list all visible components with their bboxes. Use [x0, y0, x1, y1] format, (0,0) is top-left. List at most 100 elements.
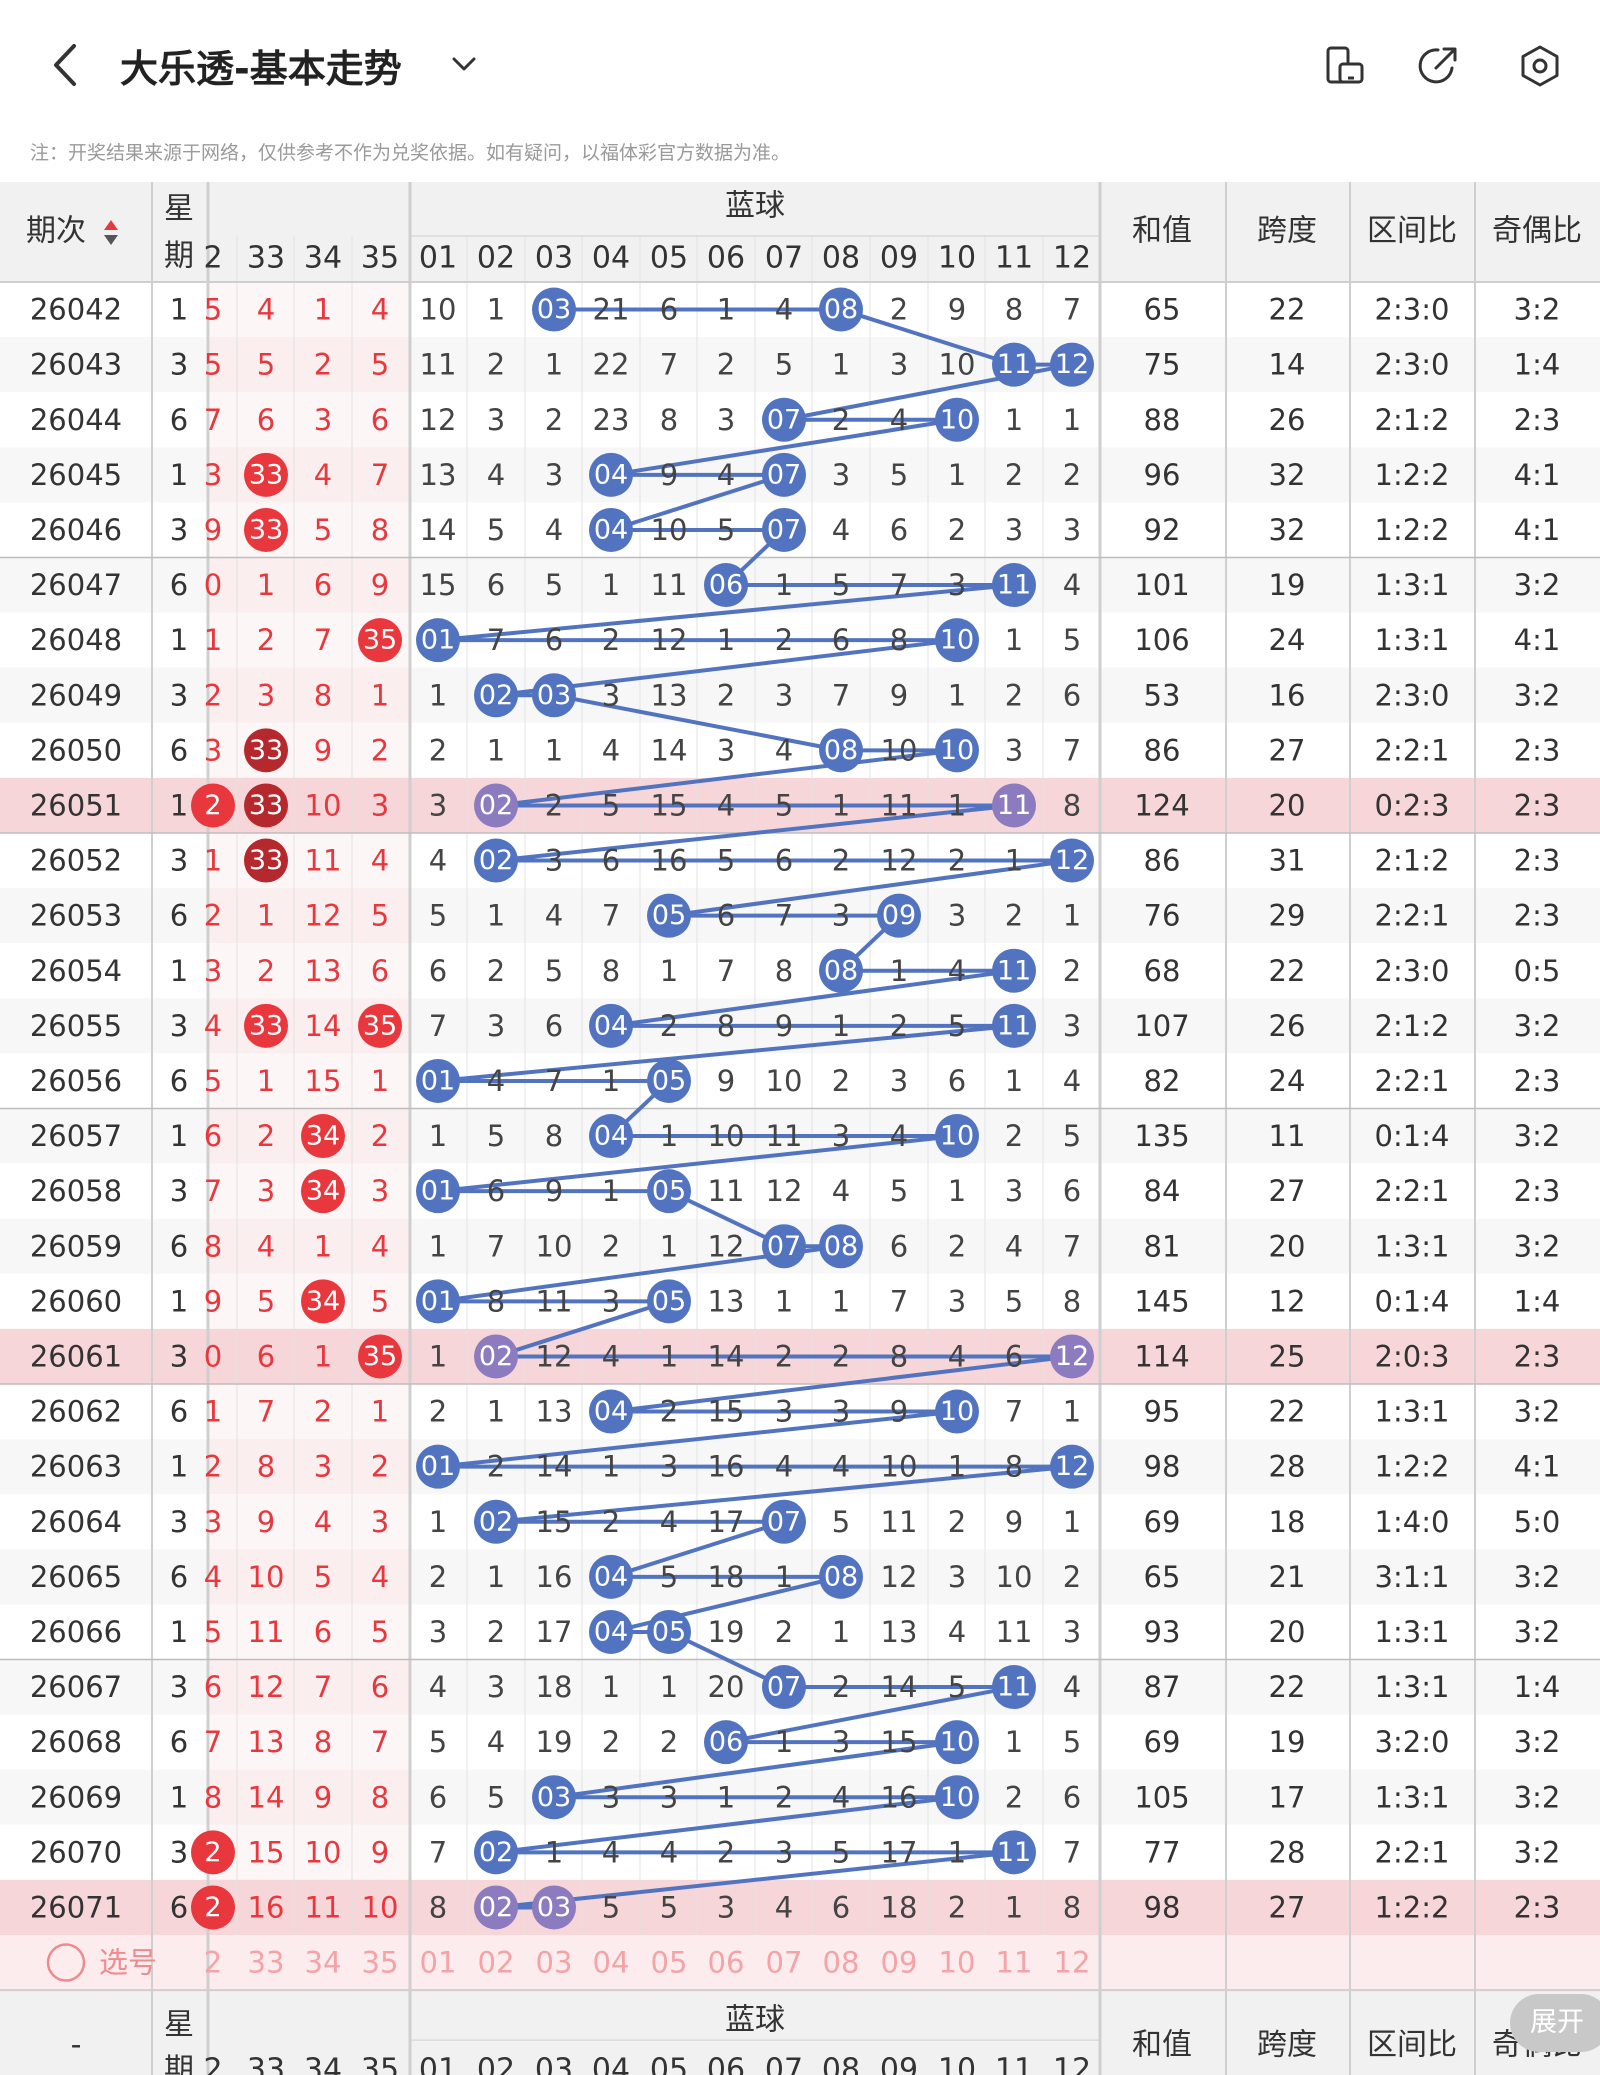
front-ball-number: 35	[363, 625, 397, 656]
period-cell: 26054	[30, 954, 122, 988]
front-zone-cell	[210, 1218, 410, 1274]
blue-miss-value: 11	[996, 1615, 1033, 1649]
weekday-cell: 1	[170, 1119, 188, 1153]
blue-ball	[474, 1830, 518, 1875]
stat-cell: 0:5	[1514, 954, 1561, 988]
blue-miss-value: 6	[1063, 1174, 1081, 1208]
front-miss-value: 9	[314, 733, 332, 767]
front-miss-value: 6	[257, 403, 275, 437]
front-miss-value: 9	[314, 1780, 332, 1814]
front-miss-value: 5	[204, 348, 222, 382]
blue-miss-value: 7	[429, 1835, 447, 1869]
stat-cell: 22	[1269, 1670, 1306, 1704]
blue-miss-value: 9	[1005, 1505, 1023, 1539]
select-blue-number: 09	[881, 1946, 918, 1980]
period-cell: 26062	[30, 1395, 122, 1429]
front-miss-value: 3	[257, 678, 275, 712]
blue-miss-value: 3	[429, 1615, 447, 1649]
blue-miss-value: 12	[536, 1339, 573, 1373]
footer-week: 期	[164, 2053, 194, 2075]
blue-miss-value: 13	[420, 458, 457, 492]
front-miss-value: 15	[305, 1064, 342, 1098]
stat-cell: 3:2	[1514, 1835, 1561, 1869]
front-miss-value: 3	[204, 458, 222, 492]
period-cell: 26046	[30, 513, 122, 547]
page-title[interactable]: 大乐透-基本走势	[120, 47, 402, 91]
stat-col-header: 区间比	[1367, 214, 1457, 249]
blue-miss-value: 1	[660, 1119, 678, 1153]
period-cell: 26066	[30, 1615, 122, 1649]
front-zone-cell	[210, 1549, 410, 1605]
sort-desc-icon[interactable]	[104, 235, 118, 245]
blue-miss-value: 1	[775, 1725, 793, 1759]
stat-cell: 76	[1144, 899, 1181, 933]
stat-cell: 19	[1269, 1725, 1306, 1759]
blue-miss-value: 4	[545, 513, 563, 547]
stat-cell: 2:1:2	[1375, 1009, 1450, 1043]
blue-miss-value: 2	[1005, 458, 1023, 492]
front-miss-value: 4	[257, 293, 275, 327]
front-miss-value: 1	[314, 1229, 332, 1263]
front-miss-value: 1	[204, 844, 222, 878]
blue-miss-value: 3	[775, 1395, 793, 1429]
front-miss-value: 2	[257, 954, 275, 988]
blue-miss-value: 10	[536, 1229, 573, 1263]
blue-miss-value: 7	[487, 623, 505, 657]
blue-miss-value: 2	[832, 844, 850, 878]
front-zone-cell	[210, 1824, 410, 1880]
blue-miss-value: 2	[545, 403, 563, 437]
trend-line-segment	[553, 1740, 958, 1800]
blue-miss-value: 3	[775, 678, 793, 712]
phone-landscape-icon[interactable]	[1322, 44, 1366, 88]
trend-line-segment	[495, 1464, 1073, 1524]
select-row[interactable]	[0, 1935, 1600, 1991]
front-ball	[244, 1003, 288, 1048]
blue-ball	[589, 1114, 633, 1159]
blue-ball	[1050, 838, 1094, 883]
stat-cell: 1:2:2	[1375, 1450, 1450, 1484]
stat-cell: 22	[1269, 293, 1306, 327]
period-cell: 26057	[30, 1119, 122, 1153]
settings-icon[interactable]	[1518, 44, 1562, 88]
front-miss-value: 2	[204, 1450, 222, 1484]
select-radio-icon[interactable]	[46, 1943, 86, 1982]
blue-ball-number: 02	[479, 1506, 513, 1537]
stat-cell: 27	[1269, 1174, 1306, 1208]
stat-cell: 2:3:0	[1375, 954, 1450, 988]
stat-cell: 2:3:0	[1375, 293, 1450, 327]
sort-asc-icon[interactable]	[104, 220, 118, 230]
stat-cell: 86	[1144, 733, 1181, 767]
front-miss-value: 5	[314, 513, 332, 547]
blue-miss-value: 14	[536, 1450, 573, 1484]
front-ball-number: 34	[306, 1286, 340, 1317]
blue-miss-value: 9	[948, 293, 966, 327]
front-miss-value: 6	[371, 954, 389, 988]
weekday-cell: 1	[170, 788, 188, 822]
stat-cell: 93	[1144, 1615, 1181, 1649]
blue-ball	[474, 838, 518, 883]
blue-miss-value: 4	[717, 788, 735, 822]
period-cell: 26052	[30, 844, 122, 878]
period-cell: 26070	[30, 1835, 122, 1869]
trend-line-segment	[553, 693, 842, 753]
blue-col-header: 10	[938, 241, 976, 276]
blue-miss-value: 2	[948, 844, 966, 878]
stat-cell: 0:1:4	[1375, 1284, 1450, 1318]
chevron-down-icon[interactable]	[448, 48, 480, 80]
expand-button[interactable]: 展开	[1510, 1994, 1600, 2052]
blue-miss-value: 5	[602, 788, 620, 822]
stat-cell: 98	[1144, 1890, 1181, 1924]
footer-blue-col: 02	[477, 2053, 515, 2075]
share-icon[interactable]	[1416, 44, 1460, 88]
blue-miss-value: 10	[881, 1450, 918, 1484]
blue-miss-value: 4	[545, 899, 563, 933]
chevron-left-icon[interactable]	[44, 40, 88, 90]
weekday-cell: 1	[170, 458, 188, 492]
front-miss-value: 12	[248, 1670, 285, 1704]
footer-blue-col: 08	[822, 2053, 860, 2075]
front-miss-value: 5	[204, 1064, 222, 1098]
front-ball-number: 35	[363, 1010, 397, 1041]
front-miss-value: 1	[314, 1339, 332, 1373]
weekday-cell: 1	[170, 1615, 188, 1649]
stat-cell: 14	[1269, 348, 1306, 382]
